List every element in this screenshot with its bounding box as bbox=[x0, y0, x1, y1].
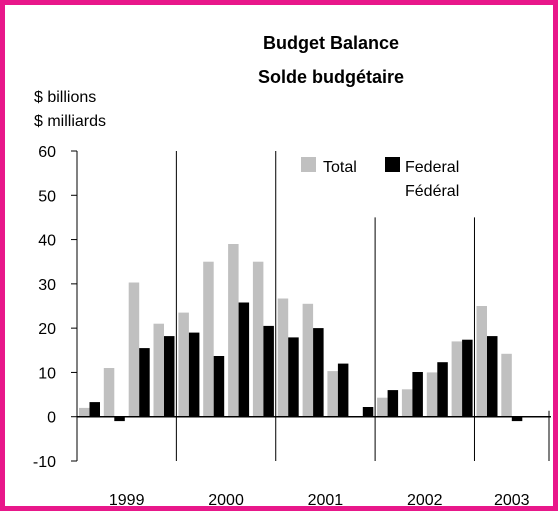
federal-bar bbox=[89, 402, 100, 417]
total-bar bbox=[103, 368, 115, 417]
total-bar bbox=[252, 261, 264, 417]
total-bar bbox=[228, 244, 239, 417]
federal-bar bbox=[437, 362, 448, 417]
total-bar bbox=[153, 323, 164, 417]
total-bar bbox=[327, 371, 338, 417]
total-bar bbox=[79, 407, 90, 417]
total-bar bbox=[277, 298, 289, 417]
x-year-label: 1999 bbox=[109, 492, 145, 509]
total-bar bbox=[302, 303, 314, 417]
legend-label-total: Total bbox=[323, 159, 357, 176]
total-bar bbox=[178, 312, 189, 417]
total-bar bbox=[377, 397, 388, 417]
legend-swatch-total bbox=[301, 157, 316, 172]
total-bar bbox=[476, 306, 487, 417]
federal-bar bbox=[164, 336, 175, 417]
y-tick-label: 30 bbox=[38, 277, 56, 294]
y-tick-label: 20 bbox=[38, 321, 56, 338]
federal-bar bbox=[462, 339, 473, 417]
federal-bar bbox=[362, 407, 374, 417]
x-year-label: 2002 bbox=[407, 492, 443, 509]
federal-bar bbox=[337, 363, 349, 417]
legend-label-federal-fr: Fédéral bbox=[405, 183, 459, 200]
federal-bar bbox=[263, 325, 274, 417]
federal-bar bbox=[238, 302, 250, 417]
y-tick-label: 0 bbox=[47, 410, 56, 427]
legend-swatch-federal bbox=[385, 157, 400, 172]
y-tick-label: -10 bbox=[33, 454, 56, 471]
y-axis-label: $ billions bbox=[34, 89, 96, 106]
budget-balance-chart: Budget Balance Solde budgétaire $ billio… bbox=[33, 33, 551, 509]
y-axis-label-fr: $ milliards bbox=[34, 113, 106, 130]
total-bar bbox=[128, 282, 140, 417]
federal-bar bbox=[188, 332, 200, 417]
y-tick-label: 60 bbox=[38, 144, 56, 161]
chart-subtitle: Solde budgétaire bbox=[258, 67, 404, 87]
y-tick-label: 40 bbox=[38, 233, 56, 250]
total-bar bbox=[426, 372, 438, 417]
x-year-label: 2003 bbox=[494, 492, 530, 509]
x-year-label: 2000 bbox=[208, 492, 244, 509]
federal-bar bbox=[313, 328, 324, 417]
chart-title: Budget Balance bbox=[263, 33, 399, 53]
federal-bar bbox=[511, 416, 523, 422]
total-bar bbox=[401, 389, 413, 417]
federal-bar bbox=[213, 356, 225, 417]
federal-bar bbox=[288, 337, 299, 417]
total-bar bbox=[451, 341, 463, 417]
legend-label-federal: Federal bbox=[405, 159, 459, 176]
y-tick-label: 10 bbox=[38, 365, 56, 382]
federal-bar bbox=[387, 390, 399, 417]
x-year-label: 2001 bbox=[308, 492, 344, 509]
federal-bar bbox=[114, 416, 125, 422]
federal-bar bbox=[139, 348, 150, 417]
y-tick-label: 50 bbox=[38, 188, 56, 205]
federal-bar bbox=[412, 372, 423, 417]
federal-bar bbox=[487, 336, 498, 417]
total-bar bbox=[501, 353, 512, 417]
total-bar bbox=[203, 261, 214, 417]
